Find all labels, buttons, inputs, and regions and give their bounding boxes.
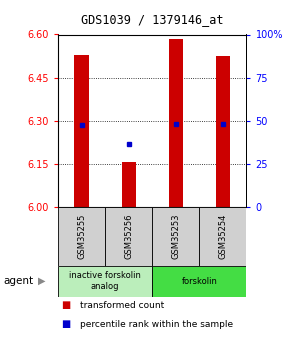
- Text: GSM35255: GSM35255: [77, 214, 86, 259]
- Text: percentile rank within the sample: percentile rank within the sample: [80, 320, 233, 329]
- Text: ■: ■: [61, 300, 70, 310]
- Bar: [152, 207, 200, 266]
- Text: GSM35256: GSM35256: [124, 214, 133, 259]
- Text: GSM35253: GSM35253: [171, 214, 180, 259]
- Text: inactive forskolin
analog: inactive forskolin analog: [69, 272, 141, 291]
- Bar: [75, 55, 89, 207]
- Bar: [105, 207, 152, 266]
- Text: GSM35254: GSM35254: [218, 214, 227, 259]
- Text: ■: ■: [61, 319, 70, 329]
- Text: forskolin: forskolin: [182, 277, 217, 286]
- Bar: [58, 266, 152, 297]
- Bar: [152, 266, 246, 297]
- Bar: [58, 207, 105, 266]
- Text: agent: agent: [3, 276, 33, 286]
- Bar: [200, 207, 246, 266]
- Text: GDS1039 / 1379146_at: GDS1039 / 1379146_at: [81, 13, 224, 26]
- Bar: [122, 162, 136, 207]
- Text: transformed count: transformed count: [80, 301, 164, 310]
- Text: ▶: ▶: [38, 276, 46, 286]
- Bar: [216, 56, 230, 207]
- Bar: [169, 39, 183, 207]
